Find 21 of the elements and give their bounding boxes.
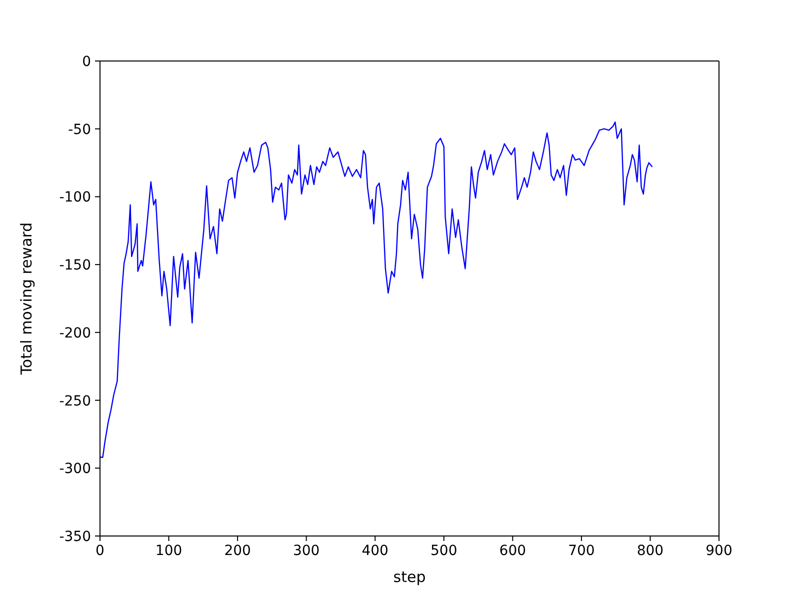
y-tick-label: -200 bbox=[59, 325, 91, 342]
x-tick-label: 600 bbox=[499, 542, 526, 559]
y-tick-label: -50 bbox=[68, 122, 91, 138]
x-tick-label: 800 bbox=[636, 542, 664, 559]
x-tick-label: 300 bbox=[292, 542, 320, 559]
x-tick-label: 200 bbox=[224, 542, 251, 559]
x-tick-label: 0 bbox=[96, 542, 104, 559]
y-tick-label: -300 bbox=[59, 461, 91, 478]
x-tick-label: 400 bbox=[362, 542, 388, 559]
line-series bbox=[100, 121, 653, 458]
y-tick-label: -350 bbox=[59, 528, 91, 545]
x-tick-label: 100 bbox=[155, 542, 182, 559]
y-axis-title: Total moving reward bbox=[17, 222, 36, 376]
x-axis-title: step bbox=[393, 568, 426, 586]
y-tick-label: -100 bbox=[59, 190, 91, 206]
x-tick-label: 500 bbox=[430, 542, 458, 559]
y-tick-label: 0 bbox=[82, 54, 91, 70]
x-tick-label: 700 bbox=[568, 542, 595, 559]
y-tick-label: -250 bbox=[59, 393, 91, 410]
y-tick-label: -150 bbox=[59, 258, 91, 274]
x-tick-label: 900 bbox=[706, 542, 732, 559]
